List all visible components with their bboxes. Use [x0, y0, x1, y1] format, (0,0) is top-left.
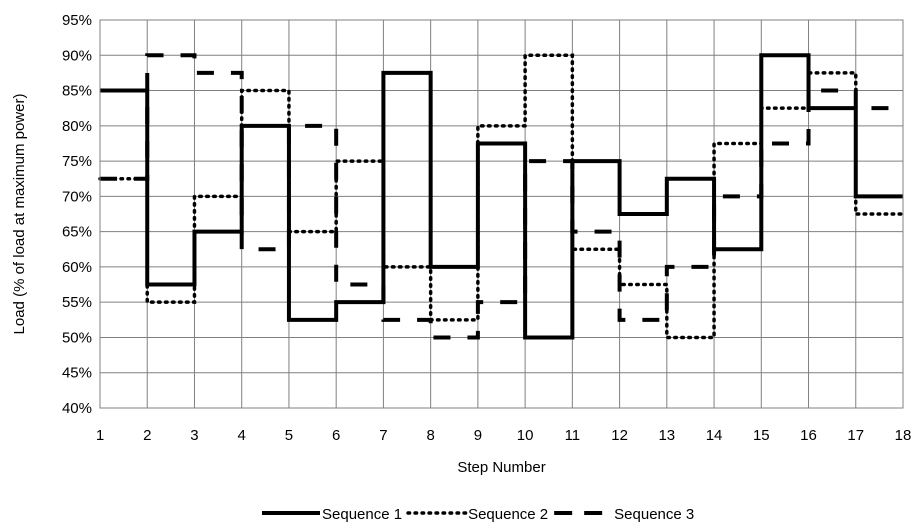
- x-tick-label: 11: [565, 427, 581, 444]
- legend-item-2: Sequence 2: [406, 506, 548, 523]
- y-axis-ticks: 40% 45% 50% 55% 60% 65% 70% 75% 80% 85% 90% 95%: [62, 12, 92, 417]
- series-line-3: [100, 53, 903, 340]
- legend-item-3: Sequence 3: [554, 506, 694, 523]
- y-tick-label: 85%: [62, 83, 92, 100]
- x-tick-label: 3: [190, 427, 198, 444]
- x-tick-label: 6: [332, 427, 340, 444]
- x-tick-label: 4: [238, 427, 246, 444]
- series-line-2: [98, 53, 905, 340]
- y-tick-label: 75%: [62, 153, 92, 170]
- y-tick-label: 90%: [62, 47, 92, 64]
- y-tick-label: 55%: [62, 294, 92, 311]
- x-tick-label: 2: [143, 427, 151, 444]
- y-tick-label: 45%: [62, 365, 92, 382]
- plot-area-border: [99, 19, 904, 409]
- x-tick-label: 8: [426, 427, 434, 444]
- gridlines: [99, 19, 904, 409]
- y-tick-label: 40%: [62, 400, 92, 417]
- series-lines: [98, 53, 905, 340]
- x-tick-label: 5: [285, 427, 293, 444]
- x-axis-title: Step Number: [457, 459, 545, 476]
- x-tick-label: 10: [517, 427, 534, 444]
- x-tick-label: 1: [96, 427, 104, 444]
- y-tick-label: 70%: [62, 188, 92, 205]
- y-tick-label: 65%: [62, 224, 92, 241]
- x-tick-label: 17: [847, 427, 864, 444]
- x-tick-label: 7: [379, 427, 387, 444]
- x-tick-label: 12: [611, 427, 628, 444]
- y-tick-label: 95%: [62, 12, 92, 29]
- x-tick-label: 13: [658, 427, 675, 444]
- x-tick-label: 9: [474, 427, 482, 444]
- x-tick-label: 16: [800, 427, 817, 444]
- legend-label: Sequence 3: [614, 506, 694, 523]
- legend-label: Sequence 2: [468, 506, 548, 523]
- x-axis-ticks: 1 2 3 4 5 6 7 8 9 10 11 12 13 14 15 16 17 18: [96, 427, 912, 444]
- legend-item-1: Sequence 1: [262, 506, 402, 523]
- y-tick-label: 80%: [62, 118, 92, 135]
- y-tick-label: 60%: [62, 259, 92, 276]
- x-tick-label: 18: [895, 427, 912, 444]
- x-tick-label: 15: [753, 427, 770, 444]
- legend-label: Sequence 1: [322, 506, 402, 523]
- y-tick-label: 50%: [62, 329, 92, 346]
- x-tick-label: 14: [706, 427, 723, 444]
- legend: Sequence 1 Sequence 2 Sequence 3: [262, 506, 694, 523]
- y-axis-title: Load (% of load at maximum power): [11, 94, 28, 335]
